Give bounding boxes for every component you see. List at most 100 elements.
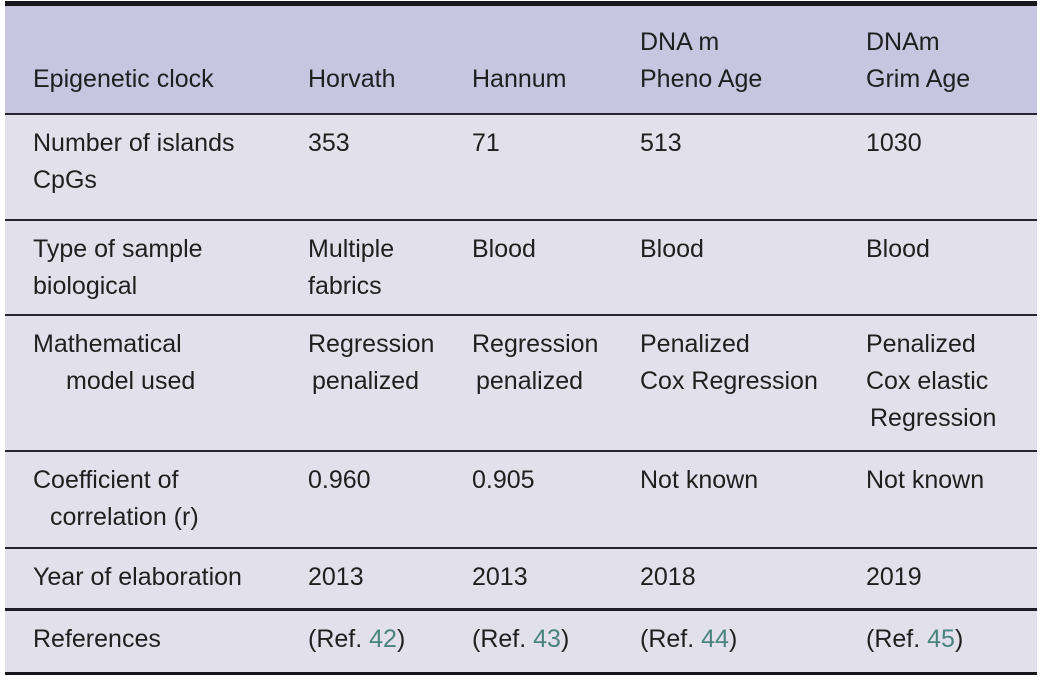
header-line: Horvath bbox=[308, 65, 396, 93]
table-row-year: Year of elaboration 2013 2013 2018 2019 bbox=[5, 549, 1037, 611]
reference-link[interactable]: 44 bbox=[701, 625, 729, 653]
reference-citation: (Ref. 44) bbox=[640, 621, 866, 658]
value-cell: 2019 bbox=[866, 559, 1037, 596]
ref-suffix: ) bbox=[396, 625, 406, 653]
value-line: Penalized bbox=[640, 330, 750, 358]
value-line: 513 bbox=[640, 129, 682, 157]
header-line: DNAm bbox=[866, 28, 940, 56]
row-label-line: Number of islands bbox=[33, 129, 235, 157]
value-line: penalized bbox=[476, 367, 584, 395]
value-line: Blood bbox=[472, 235, 536, 263]
table-row-cpgs: Number of islands CpGs 353 71 513 1030 bbox=[5, 115, 1037, 221]
value-line: 0.905 bbox=[472, 466, 535, 494]
value-cell: 2013 bbox=[308, 559, 472, 596]
reference-citation: (Ref. 45) bbox=[866, 621, 1037, 658]
value-line: 0.960 bbox=[308, 466, 371, 494]
value-cell: Penalized Cox Regression bbox=[640, 326, 866, 400]
value-line: 353 bbox=[308, 129, 350, 157]
header-line: Hannum bbox=[472, 65, 567, 93]
value-line: penalized bbox=[312, 367, 420, 395]
epigenetic-clock-table: Epigenetic clock Horvath Hannum DNA m Ph… bbox=[5, 1, 1037, 675]
row-label-line: Type of sample bbox=[33, 235, 203, 263]
row-label-cell: Year of elaboration bbox=[5, 559, 308, 596]
value-cell: Blood bbox=[472, 231, 640, 268]
header-cell-epigenetic-clock: Epigenetic clock bbox=[5, 61, 308, 98]
value-cell: (Ref. 44) bbox=[640, 621, 866, 658]
value-line: Not known bbox=[640, 466, 759, 494]
row-label-line: References bbox=[33, 625, 161, 653]
reference-citation: (Ref. 43) bbox=[472, 621, 640, 658]
value-line: Not known bbox=[866, 466, 985, 494]
value-cell: Regression penalized bbox=[472, 326, 640, 400]
header-cell-horvath: Horvath bbox=[308, 61, 472, 98]
header-line: Grim Age bbox=[866, 65, 971, 93]
header-cell-grimage: DNAm Grim Age bbox=[866, 24, 1037, 98]
value-cell: (Ref. 43) bbox=[472, 621, 640, 658]
value-line: 2019 bbox=[866, 563, 922, 591]
value-line: Blood bbox=[640, 235, 704, 263]
value-line: Blood bbox=[866, 235, 930, 263]
row-label-line: Year of elaboration bbox=[33, 563, 242, 591]
value-line: fabrics bbox=[308, 272, 382, 300]
table-row-correlation: Coefficient of correlation (r) 0.960 0.9… bbox=[5, 452, 1037, 549]
value-cell: Penalized Cox elastic Regression bbox=[866, 326, 1037, 437]
reference-link[interactable]: 42 bbox=[369, 625, 397, 653]
header-line: Pheno Age bbox=[640, 65, 763, 93]
ref-prefix: (Ref. bbox=[308, 625, 370, 653]
value-line: Multiple bbox=[308, 235, 395, 263]
value-cell: Blood bbox=[640, 231, 866, 268]
table-row-model: Mathematical model used Regression penal… bbox=[5, 316, 1037, 452]
ref-prefix: (Ref. bbox=[640, 625, 702, 653]
value-line: Cox elastic bbox=[866, 367, 989, 395]
ref-prefix: (Ref. bbox=[472, 625, 534, 653]
table-header-row: Epigenetic clock Horvath Hannum DNA m Ph… bbox=[5, 6, 1037, 115]
value-cell: (Ref. 42) bbox=[308, 621, 472, 658]
value-line: 1030 bbox=[866, 129, 922, 157]
reference-citation: (Ref. 42) bbox=[308, 621, 472, 658]
value-cell: 513 bbox=[640, 125, 866, 162]
header-line: Epigenetic clock bbox=[33, 65, 214, 93]
value-cell: 2013 bbox=[472, 559, 640, 596]
value-cell: 71 bbox=[472, 125, 640, 162]
value-line: Regression bbox=[870, 404, 997, 432]
row-label-cell: Number of islands CpGs bbox=[5, 125, 308, 199]
value-cell: (Ref. 45) bbox=[866, 621, 1037, 658]
ref-prefix: (Ref. bbox=[866, 625, 928, 653]
value-line: 71 bbox=[472, 129, 500, 157]
row-label-cell: Mathematical model used bbox=[5, 326, 308, 400]
value-cell: 0.960 bbox=[308, 462, 472, 499]
value-cell: Blood bbox=[866, 231, 1037, 268]
row-label-line: Coefficient of bbox=[33, 466, 179, 494]
value-line: 2013 bbox=[308, 563, 364, 591]
value-line: 2013 bbox=[472, 563, 528, 591]
value-line: Regression bbox=[308, 330, 435, 358]
row-label-line: correlation (r) bbox=[50, 503, 199, 531]
table-row-sample-type: Type of sample biological Multiple fabri… bbox=[5, 221, 1037, 316]
value-cell: 353 bbox=[308, 125, 472, 162]
reference-link[interactable]: 45 bbox=[927, 625, 955, 653]
header-cell-phenoage: DNA m Pheno Age bbox=[640, 24, 866, 98]
ref-suffix: ) bbox=[560, 625, 570, 653]
value-line: 2018 bbox=[640, 563, 696, 591]
value-line: Cox Regression bbox=[640, 367, 818, 395]
value-cell: Regression penalized bbox=[308, 326, 472, 400]
value-cell: 0.905 bbox=[472, 462, 640, 499]
header-cell-hannum: Hannum bbox=[472, 61, 640, 98]
value-cell: Not known bbox=[866, 462, 1037, 499]
value-line: Penalized bbox=[866, 330, 976, 358]
header-line: DNA m bbox=[640, 28, 720, 56]
value-cell: 2018 bbox=[640, 559, 866, 596]
value-cell: 1030 bbox=[866, 125, 1037, 162]
value-line: Regression bbox=[472, 330, 599, 358]
row-label-line: biological bbox=[33, 272, 138, 300]
row-label-cell: Type of sample biological bbox=[5, 231, 308, 305]
row-label-line: model used bbox=[66, 367, 196, 395]
ref-suffix: ) bbox=[728, 625, 738, 653]
ref-suffix: ) bbox=[954, 625, 964, 653]
reference-link[interactable]: 43 bbox=[533, 625, 561, 653]
row-label-line: Mathematical bbox=[33, 330, 182, 358]
row-label-cell: Coefficient of correlation (r) bbox=[5, 462, 308, 536]
value-cell: Not known bbox=[640, 462, 866, 499]
row-label-line: CpGs bbox=[33, 166, 97, 194]
